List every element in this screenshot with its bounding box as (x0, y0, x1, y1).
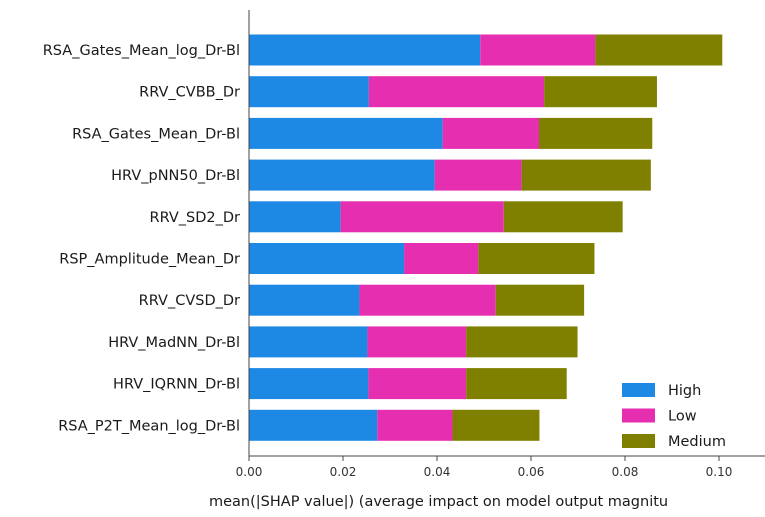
bar-low-10 (377, 409, 453, 441)
bar-low-5 (340, 201, 504, 233)
bar-medium-1 (595, 34, 723, 66)
bar-high-5 (249, 201, 341, 233)
bar-low-8 (367, 326, 467, 358)
category-label: HRV_pNN50_Dr-Bl (111, 168, 240, 184)
bar-high-4 (249, 159, 435, 191)
category-label: RSA_Gates_Mean_log_Dr-Bl (43, 43, 240, 59)
category-label: RRV_SD2_Dr (150, 210, 241, 226)
bar-medium-3 (538, 117, 653, 149)
bar-low-3 (442, 117, 539, 149)
category-label: RSA_Gates_Mean_Dr-Bl (72, 126, 240, 142)
legend: High Low Medium (622, 383, 726, 450)
x-ticks: 0.00 0.02 0.04 0.06 0.08 0.10 (236, 456, 733, 479)
legend-label-high: High (668, 383, 701, 399)
bar-high-8 (249, 326, 368, 358)
legend-label-low: Low (668, 409, 697, 425)
x-tick-label: 0.10 (706, 465, 733, 479)
legend-swatch-low (622, 408, 655, 423)
x-tick-label: 0.06 (518, 465, 545, 479)
bar-medium-9 (466, 368, 567, 400)
x-tick-label: 0.08 (612, 465, 639, 479)
bar-high-3 (249, 117, 443, 149)
category-labels: RSA_Gates_Mean_log_Dr-Bl RRV_CVBB_Dr RSA_G… (43, 43, 240, 434)
x-axis-title: mean(|SHAP value|) (average impact on mo… (209, 494, 668, 510)
category-label: RSP_Amplitude_Mean_Dr (59, 252, 240, 268)
bar-high-6 (249, 243, 405, 274)
category-label: HRV_IQRNN_Dr-Bl (113, 377, 240, 393)
bar-medium-6 (478, 243, 595, 274)
category-label: RRV_CVSD_Dr (139, 293, 240, 309)
bar-low-4 (434, 159, 522, 191)
bars-group (249, 34, 723, 441)
legend-swatch-medium (622, 434, 655, 448)
bar-high-9 (249, 368, 369, 400)
bar-high-7 (249, 284, 360, 316)
bar-medium-8 (466, 326, 578, 358)
bar-low-7 (359, 284, 496, 316)
bar-high-1 (249, 34, 481, 66)
category-label: RRV_CVBB_Dr (139, 85, 240, 101)
bar-medium-4 (521, 159, 651, 191)
x-tick-label: 0.04 (424, 465, 451, 479)
bar-medium-2 (544, 76, 657, 108)
bar-low-9 (368, 368, 467, 400)
x-tick-label: 0.02 (330, 465, 357, 479)
x-tick-label: 0.00 (236, 465, 263, 479)
bar-medium-10 (452, 409, 540, 441)
bar-high-2 (249, 76, 369, 108)
category-label: HRV_MadNN_Dr-Bl (108, 335, 240, 351)
legend-label-medium: Medium (668, 434, 726, 450)
legend-swatch-high (622, 383, 655, 397)
bar-medium-7 (495, 284, 585, 316)
bar-low-1 (480, 34, 596, 66)
bar-high-10 (249, 409, 378, 441)
category-label: RSA_P2T_Mean_log_Dr-Bl (58, 418, 240, 434)
bar-low-2 (368, 76, 545, 108)
bar-low-6 (404, 243, 479, 274)
bar-medium-5 (503, 201, 623, 233)
